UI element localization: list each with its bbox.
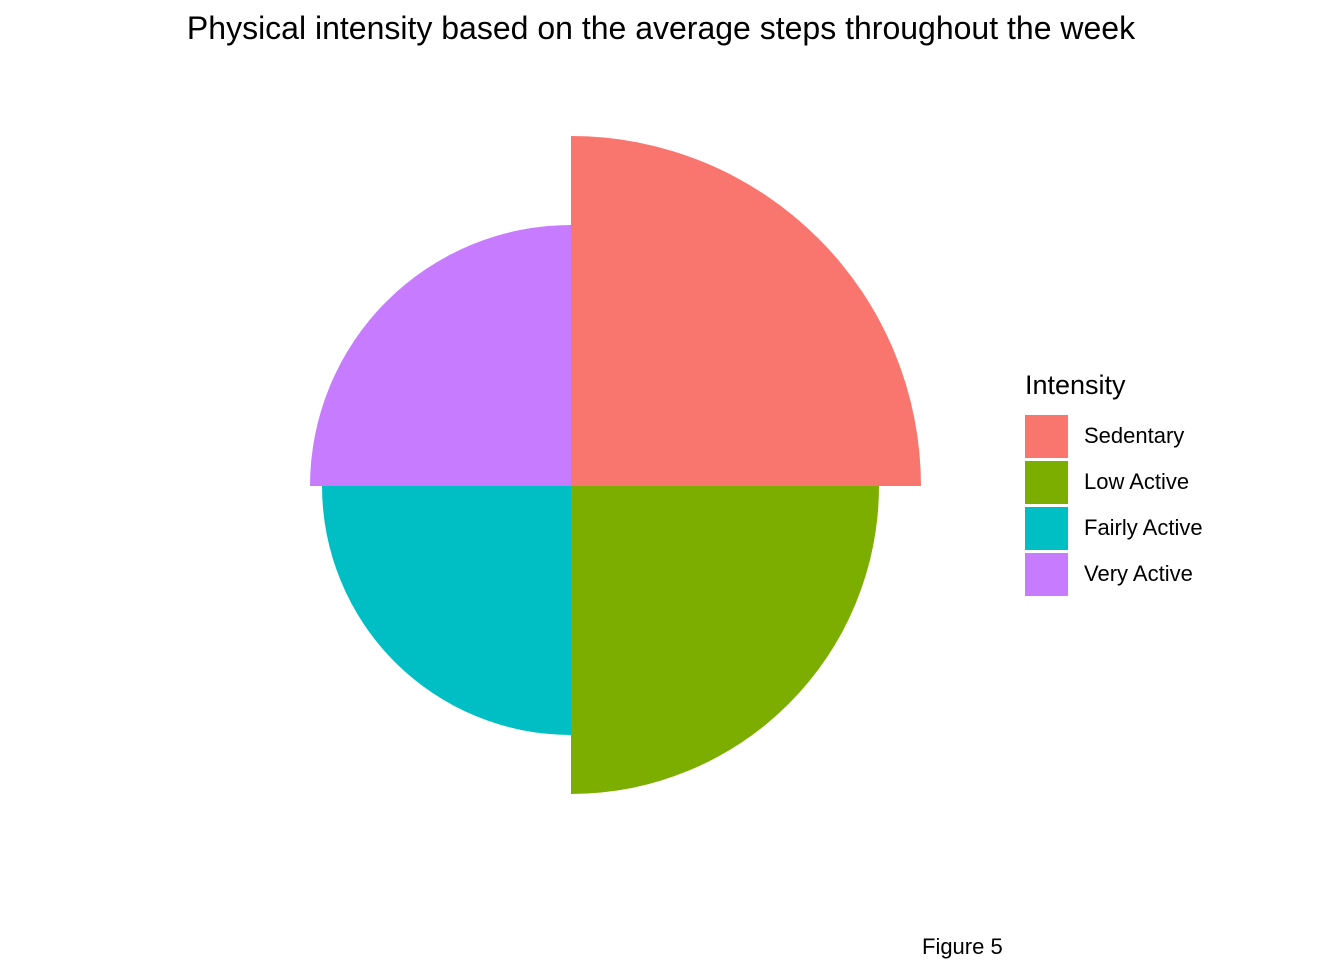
figure-caption: Figure 5 <box>922 934 1003 959</box>
legend-label: Low Active <box>1084 469 1190 494</box>
legend-swatch <box>1025 506 1068 550</box>
legend-item-low-active: Low Active <box>1025 459 1203 505</box>
legend-item-fairly-active: Fairly Active <box>1025 505 1203 551</box>
slice-sedentary <box>571 136 921 486</box>
legend-items: Sedentary Low Active Fairly Active Very Act… <box>1025 413 1203 597</box>
legend-label: Sedentary <box>1084 423 1185 448</box>
legend-item-sedentary: Sedentary <box>1025 413 1203 459</box>
legend-title: Intensity <box>1025 370 1126 400</box>
legend-swatch <box>1025 414 1068 458</box>
legend-item-very-active: Very Active <box>1025 551 1203 597</box>
slice-fairly-active <box>322 486 571 735</box>
legend-swatch <box>1025 460 1068 504</box>
chart-slices <box>310 136 921 794</box>
legend: Intensity Sedentary Low Active Fairly Acti… <box>1025 370 1203 597</box>
legend-swatch <box>1025 552 1068 596</box>
legend-label: Very Active <box>1084 561 1193 586</box>
chart-title: Physical intensity based on the average … <box>186 10 1136 46</box>
slice-low-active <box>571 486 879 794</box>
legend-label: Fairly Active <box>1084 515 1203 540</box>
slice-very-active <box>310 225 571 486</box>
